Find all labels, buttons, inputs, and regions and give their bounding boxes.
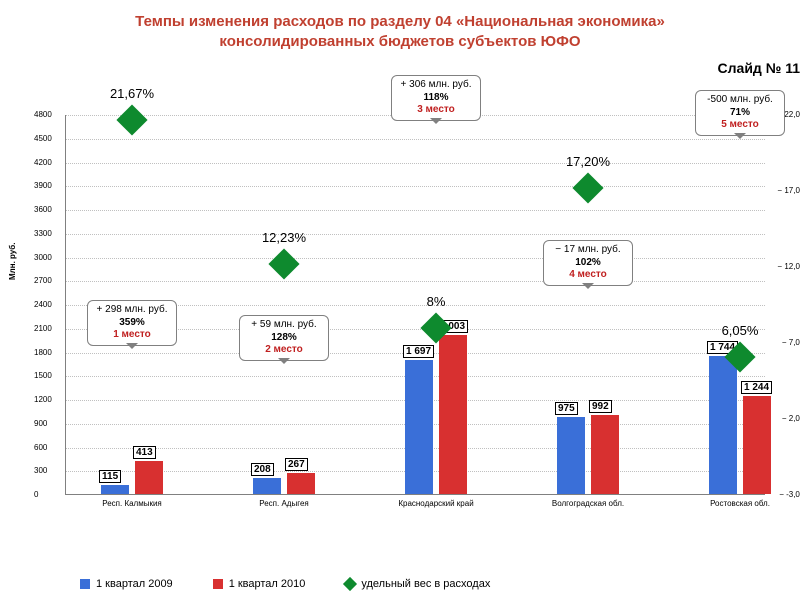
callout: + 59 млн. руб.128%2 место bbox=[239, 315, 329, 361]
y-tick-left: 1800 bbox=[34, 348, 52, 357]
legend-item: 1 квартал 2009 bbox=[80, 578, 173, 590]
gridline bbox=[66, 163, 765, 164]
diamond-marker bbox=[572, 172, 603, 203]
legend-label: удельный вес в расходах bbox=[361, 578, 490, 590]
y-tick-right: − -3,0% bbox=[779, 490, 800, 499]
plot-area: 0300600900120015001800210024002700300033… bbox=[65, 115, 765, 495]
gridline bbox=[66, 186, 765, 187]
square-icon bbox=[80, 579, 90, 589]
gridline bbox=[66, 234, 765, 235]
gridline bbox=[66, 258, 765, 259]
legend-item: 1 квартал 2010 bbox=[213, 578, 306, 590]
y-tick-right: − 2,0% bbox=[782, 414, 800, 423]
y-tick-left: 1500 bbox=[34, 371, 52, 380]
callout: + 306 млн. руб.118%3 место bbox=[391, 75, 481, 121]
y-tick-left: 3000 bbox=[34, 253, 52, 262]
callout: − 17 млн. руб.102%4 место bbox=[543, 240, 633, 286]
y-tick-left: 2100 bbox=[34, 324, 52, 333]
bar-2010 bbox=[743, 396, 771, 494]
y-tick-left: 3600 bbox=[34, 205, 52, 214]
legend-label: 1 квартал 2009 bbox=[96, 578, 173, 590]
y-tick-left: 0 bbox=[34, 490, 38, 499]
square-icon bbox=[213, 579, 223, 589]
y-tick-left: 4500 bbox=[34, 134, 52, 143]
bar-label-2010: 267 bbox=[285, 458, 308, 471]
legend-item: удельный вес в расходах bbox=[345, 578, 490, 590]
bar-2010 bbox=[439, 335, 467, 494]
pct-label: 8% bbox=[427, 294, 446, 309]
bar-2009 bbox=[709, 356, 737, 494]
pct-label: 6,05% bbox=[722, 323, 759, 338]
y-tick-left: 4800 bbox=[34, 110, 52, 119]
bar-2009 bbox=[253, 478, 281, 494]
y-tick-left: 600 bbox=[34, 443, 47, 452]
x-label: Респ. Калмыкия bbox=[102, 499, 162, 508]
y-tick-left: 3900 bbox=[34, 181, 52, 190]
x-label: Ростовская обл. bbox=[710, 499, 770, 508]
y-tick-left: 2400 bbox=[34, 300, 52, 309]
gridline bbox=[66, 139, 765, 140]
legend: 1 квартал 2009 1 квартал 2010 удельный вес… bbox=[80, 578, 770, 590]
gridline bbox=[66, 210, 765, 211]
diamond-marker bbox=[268, 248, 299, 279]
diamond-marker bbox=[116, 104, 147, 135]
bar-2010 bbox=[287, 473, 315, 494]
callout: + 298 млн. руб.359%1 место bbox=[87, 300, 177, 346]
bar-2010 bbox=[591, 415, 619, 494]
x-label: Респ. Адыгея bbox=[259, 499, 309, 508]
diamond-icon bbox=[343, 577, 357, 591]
gridline bbox=[66, 281, 765, 282]
bar-label-2009: 1 697 bbox=[403, 345, 434, 358]
chart-area: 0300600900120015001800210024002700300033… bbox=[65, 115, 765, 495]
bar-label-2009: 208 bbox=[251, 463, 274, 476]
y-tick-right: − 7,0% bbox=[782, 338, 800, 347]
bar-2010 bbox=[135, 461, 163, 494]
bar-label-2010: 992 bbox=[589, 400, 612, 413]
pct-label: 21,67% bbox=[110, 86, 154, 101]
y-tick-right: − 17,0% bbox=[777, 186, 800, 195]
callout: -500 млн. руб.71%5 место bbox=[695, 90, 785, 136]
y-tick-left: 4200 bbox=[34, 158, 52, 167]
bar-label-2009: 115 bbox=[99, 470, 121, 483]
slide-number: Слайд № 11 bbox=[718, 60, 800, 76]
y-tick-left: 2700 bbox=[34, 276, 52, 285]
bar-label-2009: 975 bbox=[555, 402, 578, 415]
x-label: Волгоградская обл. bbox=[552, 499, 624, 508]
y-tick-left: 900 bbox=[34, 419, 47, 428]
x-label: Краснодарский край bbox=[398, 499, 473, 508]
bar-2009 bbox=[101, 485, 129, 494]
y-tick-left: 1200 bbox=[34, 395, 52, 404]
bar-label-2010: 1 244 bbox=[741, 381, 772, 394]
pct-label: 12,23% bbox=[262, 230, 306, 245]
y-tick-right: − 12,0% bbox=[777, 262, 800, 271]
chart-title: Темпы изменения расходов по разделу 04 «… bbox=[60, 12, 740, 51]
y-axis-title: Млн. руб. bbox=[8, 243, 17, 280]
bar-2009 bbox=[405, 360, 433, 494]
bar-label-2010: 413 bbox=[133, 446, 156, 459]
legend-label: 1 квартал 2010 bbox=[229, 578, 306, 590]
y-tick-left: 300 bbox=[34, 466, 47, 475]
pct-label: 17,20% bbox=[566, 154, 610, 169]
bar-2009 bbox=[557, 417, 585, 494]
y-tick-left: 3300 bbox=[34, 229, 52, 238]
